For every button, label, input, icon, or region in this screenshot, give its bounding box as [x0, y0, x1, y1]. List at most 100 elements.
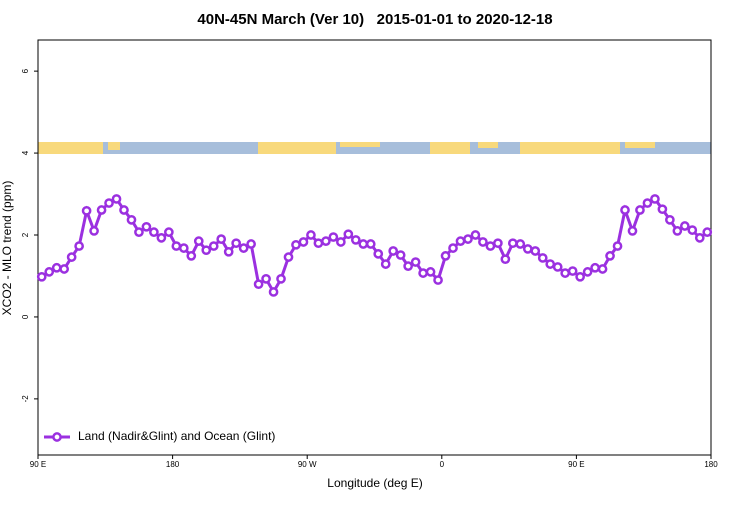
- land-ocean-band: [38, 142, 711, 154]
- point: [74, 241, 84, 251]
- point: [425, 267, 436, 277]
- point: [193, 236, 204, 247]
- point: [403, 261, 413, 271]
- land-band: [430, 142, 470, 154]
- point: [552, 262, 563, 272]
- point: [575, 271, 585, 282]
- point: [328, 232, 339, 242]
- point: [418, 268, 428, 278]
- legend-label: Land (Nadir&Glint) and Ocean (Glint): [78, 429, 275, 443]
- x-axis-label: Longitude (deg E): [327, 476, 422, 490]
- y-tick-label: -2: [21, 395, 30, 403]
- point: [268, 287, 279, 297]
- point: [291, 239, 301, 250]
- point: [358, 239, 369, 249]
- y-tick-label: 4: [21, 150, 30, 155]
- point: [650, 194, 660, 204]
- point: [59, 264, 70, 274]
- point: [126, 214, 137, 225]
- point: [635, 205, 645, 215]
- point: [410, 257, 421, 267]
- point: [216, 234, 227, 244]
- point: [104, 198, 114, 208]
- point: [642, 198, 653, 208]
- point: [507, 238, 518, 249]
- point: [164, 227, 174, 237]
- point: [440, 251, 451, 261]
- point: [522, 244, 533, 254]
- point: [627, 226, 638, 236]
- point: [350, 235, 361, 245]
- point: [485, 241, 496, 251]
- y-tick-label: 0: [21, 314, 30, 319]
- point: [433, 275, 443, 285]
- point: [51, 262, 62, 273]
- point: [463, 234, 473, 244]
- point: [605, 251, 615, 261]
- point: [156, 233, 167, 243]
- point: [455, 236, 466, 247]
- point: [186, 251, 197, 261]
- land-band: [258, 142, 336, 154]
- point: [612, 241, 623, 251]
- y-axis-label: XCO2 - MLO trend (ppm): [0, 181, 14, 316]
- point: [343, 229, 354, 240]
- point: [66, 252, 77, 262]
- point: [178, 243, 189, 253]
- point: [276, 273, 286, 284]
- point: [470, 230, 481, 240]
- point: [134, 227, 144, 237]
- point: [493, 238, 503, 249]
- point: [380, 259, 391, 269]
- land-band: [478, 142, 498, 148]
- point: [81, 205, 92, 216]
- point: [321, 236, 331, 247]
- point: [657, 204, 668, 215]
- point: [448, 243, 458, 253]
- point: [590, 262, 600, 273]
- point: [665, 214, 675, 225]
- point: [373, 248, 384, 259]
- y-tick-label: 6: [21, 68, 30, 73]
- point: [261, 273, 271, 284]
- point: [687, 225, 698, 235]
- legend-marker: [52, 432, 62, 442]
- point: [119, 205, 129, 215]
- point: [253, 279, 264, 290]
- plot-frame: [37, 39, 712, 456]
- point: [283, 252, 294, 262]
- x-tick-label: 180: [166, 460, 180, 469]
- point: [231, 238, 242, 249]
- x-tick-label: 0: [440, 460, 445, 469]
- land-band: [340, 142, 380, 147]
- point: [149, 227, 159, 237]
- point: [313, 238, 324, 249]
- point: [365, 239, 376, 249]
- y-tick-label: 2: [21, 232, 30, 237]
- point: [201, 245, 212, 256]
- point: [560, 268, 571, 278]
- point: [246, 239, 256, 249]
- point: [537, 253, 548, 263]
- point: [44, 267, 55, 277]
- point: [500, 254, 511, 265]
- point: [111, 194, 122, 204]
- x-tick-label: 90 E: [30, 460, 46, 469]
- point: [388, 246, 399, 256]
- point: [582, 267, 593, 277]
- point: [89, 226, 99, 236]
- point: [36, 271, 47, 282]
- point: [171, 241, 182, 251]
- point: [395, 250, 406, 260]
- point: [620, 205, 630, 215]
- chart-title: 40N-45N March (Ver 10) 2015-01-01 to 202…: [197, 11, 552, 28]
- x-tick-label: 90 E: [568, 460, 584, 469]
- point: [567, 266, 578, 276]
- land-band: [520, 142, 620, 154]
- point: [597, 264, 608, 274]
- point: [96, 205, 107, 215]
- point: [530, 246, 541, 256]
- point: [298, 237, 309, 247]
- point: [478, 237, 488, 247]
